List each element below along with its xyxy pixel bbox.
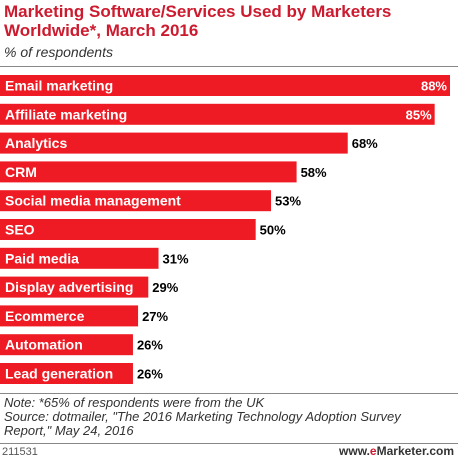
bar-category-label: Affiliate marketing — [5, 106, 127, 122]
note-text: Note: *65% of respondents were from the … — [4, 395, 265, 410]
bar — [0, 132, 348, 154]
bar — [0, 219, 256, 240]
footer-divider — [0, 443, 458, 444]
bar-category-label: Paid media — [5, 250, 79, 266]
chart-subtitle: % of respondents — [4, 44, 113, 60]
brand-logo[interactable]: www.eMarketer.com — [339, 444, 454, 458]
brand-e: e — [369, 444, 377, 458]
bar — [0, 305, 139, 327]
chart-id: 211531 — [2, 446, 38, 458]
brand-name: Marketer — [376, 444, 426, 458]
source-text: Source: dotmailer, "The 2016 Marketing T… — [4, 409, 401, 438]
bar-value-label: 26% — [137, 367, 163, 382]
bar-value-label: 53% — [275, 194, 301, 209]
chart-notes: Note: *65% of respondents were from the … — [4, 396, 444, 438]
bar-value-label: 88% — [421, 79, 447, 94]
bar-value-label: 58% — [301, 165, 327, 180]
bar-category-label: Display advertising — [5, 279, 133, 295]
bar-value-label: 50% — [260, 223, 286, 238]
bar-category-label: Social media management — [5, 193, 181, 209]
bar — [0, 334, 133, 356]
bar-category-label: CRM — [5, 164, 37, 180]
bar-chart: Email marketing 88% Affiliate marketing 85%… — [0, 75, 450, 384]
bar-value-label: 26% — [137, 338, 163, 353]
bar-value-label: 27% — [142, 309, 168, 324]
bar-category-label: Email marketing — [5, 78, 113, 94]
bar-value-label: 29% — [152, 280, 178, 295]
bar — [0, 363, 133, 384]
bar-category-label: Lead generation — [5, 366, 113, 382]
bar-category-label: Ecommerce — [5, 308, 85, 324]
top-divider — [0, 66, 458, 67]
bar — [0, 247, 159, 269]
bar — [0, 190, 272, 212]
bar — [0, 75, 450, 96]
bar-value-label: 68% — [352, 136, 378, 151]
bottom-divider — [0, 393, 458, 394]
bar-value-label: 85% — [406, 107, 432, 122]
brand-prefix: www. — [339, 444, 370, 458]
bar — [0, 103, 435, 125]
bar-category-label: SEO — [5, 222, 35, 238]
bar-value-label: 31% — [163, 251, 189, 266]
bar — [0, 276, 149, 298]
brand-suffix: .com — [425, 444, 454, 458]
bar — [0, 161, 297, 183]
bar-category-label: Analytics — [5, 135, 67, 151]
bar-category-label: Automation — [5, 337, 83, 353]
chart-title: Marketing Software/Services Used by Mark… — [4, 2, 392, 40]
